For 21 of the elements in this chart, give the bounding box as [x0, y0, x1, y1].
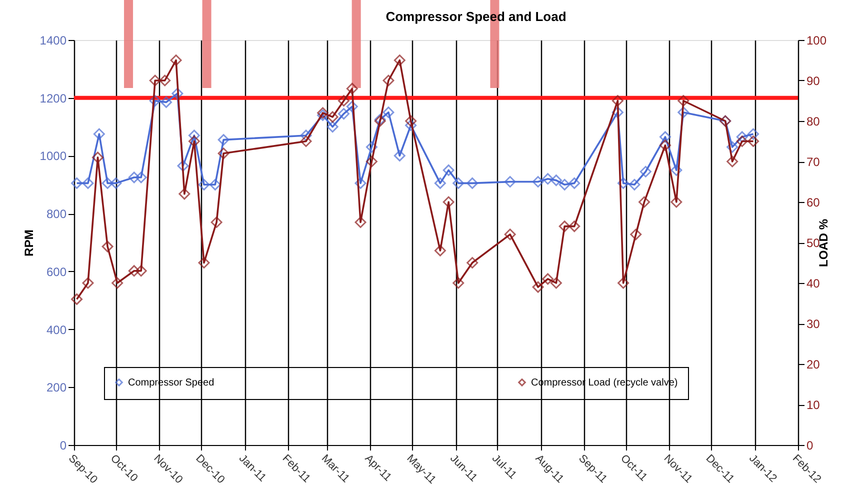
y2-tick-label: 90 — [806, 74, 820, 88]
y-tick-label: 1000 — [40, 149, 67, 164]
y2-tick-label: 70 — [806, 155, 820, 169]
y-tick-label: 1400 — [40, 34, 67, 48]
y2-tick-label: 60 — [806, 196, 820, 210]
y2-tick-label: 80 — [806, 114, 820, 128]
y-tick-label: 1200 — [40, 91, 67, 106]
y2-tick-label: 10 — [806, 398, 820, 412]
y-tick-label: 800 — [46, 207, 67, 222]
y2-tick-label: 40 — [806, 276, 820, 290]
y2-tick-label: 0 — [806, 438, 814, 452]
y2-tick-label: 30 — [806, 317, 820, 331]
y2-tick-label: 100 — [806, 34, 827, 48]
chart-title: Compressor Speed and Load — [386, 9, 566, 24]
y2-tick-label: 50 — [806, 236, 820, 250]
y-tick-label: 400 — [46, 322, 67, 337]
y-tick-label: 200 — [46, 380, 67, 395]
y2-tick-label: 20 — [806, 358, 820, 372]
y-tick-label: 0 — [60, 438, 67, 452]
y-axis-title: RPM — [22, 230, 36, 256]
y-tick-label: 600 — [46, 264, 67, 279]
